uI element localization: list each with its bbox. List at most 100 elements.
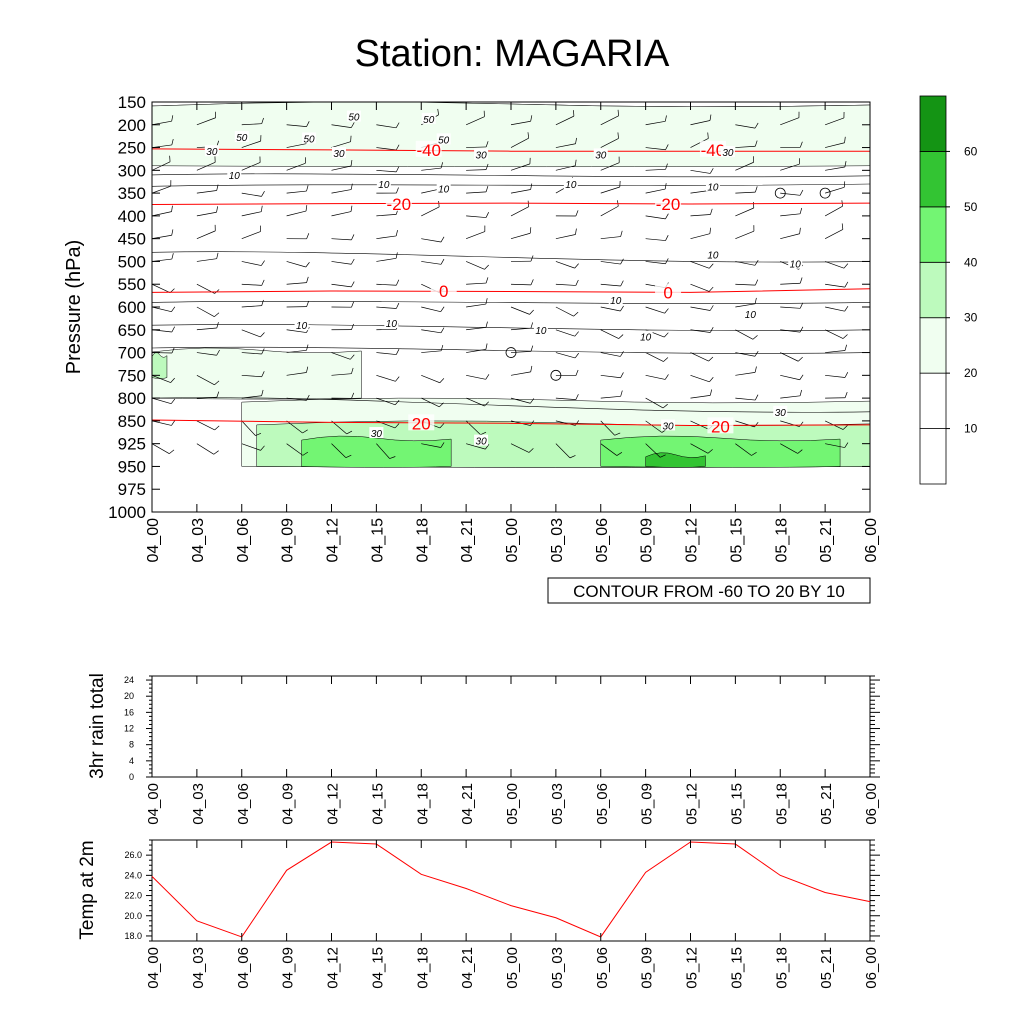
wind-barb-147 — [555, 397, 576, 400]
wind-barb-99 — [421, 329, 442, 334]
wind-barb-17 — [196, 161, 216, 171]
wind-barb-flag-166 — [665, 144, 669, 150]
figure-title: Station: MAGARIA — [355, 33, 670, 75]
wind-barb-flag-128 — [529, 309, 534, 315]
wind-barb-flag-121 — [527, 132, 530, 139]
wind-barb-182 — [690, 169, 711, 174]
rh-fill-band-4 — [152, 102, 870, 168]
wind-barb-76 — [376, 147, 397, 151]
wind-barb-2 — [152, 161, 171, 171]
wind-barb-102 — [421, 397, 440, 408]
wind-barb-flag-33 — [261, 191, 265, 197]
wind-barb-flag-100 — [440, 344, 444, 351]
wind-barb-165 — [645, 120, 666, 126]
wind-barb-flag-129 — [530, 322, 533, 329]
wind-barb-116 — [466, 374, 486, 380]
wind-barb-152 — [600, 162, 620, 171]
wind-barb-flag-120 — [530, 115, 533, 122]
wind-barb-flag-214 — [799, 207, 803, 214]
wind-barb-flag-158 — [620, 305, 624, 312]
colorbar-segment-5 — [919, 151, 947, 208]
wind-barb-flag-132 — [530, 398, 535, 404]
wind-barb-223 — [780, 420, 800, 427]
wind-barb-95 — [421, 238, 442, 243]
wind-barb-210 — [780, 117, 800, 126]
time-tick-label: 05_21 — [818, 947, 835, 989]
wind-barb-108 — [466, 191, 487, 194]
wind-barb-flag-29 — [213, 450, 219, 455]
colorbar-segment-3 — [919, 261, 947, 319]
wind-barb-214 — [780, 213, 801, 217]
colorbar-label: 40 — [964, 255, 978, 269]
wind-barb-253 — [869, 420, 870, 422]
wind-barb-flag-233 — [844, 306, 849, 312]
wind-barb-248 — [869, 307, 870, 308]
wind-barb-flag-226 — [844, 136, 846, 143]
wind-barb-flag-179 — [660, 454, 666, 458]
rh-contour-label: 10 — [229, 171, 241, 182]
wind-barb-63 — [331, 189, 352, 194]
wind-barb-59 — [286, 443, 304, 456]
wind-barb-158 — [600, 306, 621, 312]
time-tick-label: 04_15 — [369, 947, 386, 989]
wind-barb-148 — [555, 420, 576, 426]
wind-barb-flag-107 — [485, 163, 489, 170]
wind-barb-flag-195 — [754, 122, 759, 129]
wind-barb-18 — [196, 190, 217, 194]
wind-barb-flag-114 — [485, 321, 488, 328]
wind-barb-218 — [780, 306, 801, 309]
time-tick-label: 04_18 — [414, 947, 431, 989]
wind-barb-170 — [645, 238, 666, 241]
rh-label-bg-0 — [346, 110, 361, 122]
wind-barb-flag-213 — [799, 189, 804, 196]
pressure-tick-label: 650 — [118, 321, 146, 340]
time-tick-label: 05_06 — [594, 947, 611, 989]
wind-barb-flag-139 — [575, 210, 579, 217]
wind-barb-162 — [600, 395, 621, 399]
wind-barb-107 — [466, 169, 487, 171]
wind-barb-150 — [600, 115, 619, 126]
time-tick-label: 05_21 — [818, 783, 835, 825]
contour-info-text: CONTOUR FROM -60 TO 20 BY 10 — [573, 582, 845, 601]
wind-barb-flag-75 — [395, 122, 400, 128]
wind-barb-flag-72 — [351, 392, 355, 399]
wind-barb-flag-205 — [754, 350, 759, 357]
time-tick-label: 04_00 — [145, 947, 162, 989]
wind-barb-65 — [331, 238, 352, 241]
wind-barb-175 — [645, 352, 664, 362]
wind-barb-135 — [555, 115, 575, 126]
rh-label-bg-23 — [661, 419, 676, 431]
wind-barb-112 — [466, 282, 487, 285]
wind-barb-85 — [376, 352, 397, 355]
wind-barb-173 — [645, 306, 665, 314]
wind-barb-142 — [555, 283, 576, 286]
wind-barb-flag-252 — [888, 403, 892, 407]
wind-barb-flag-218 — [799, 302, 804, 309]
wind-barb-24 — [196, 327, 217, 331]
temp2m-axis-label: Temp at 2m — [77, 840, 98, 939]
wind-barb-flag-113 — [485, 298, 488, 305]
rh-label-bg-4 — [436, 133, 451, 145]
wind-barb-flag-41 — [261, 371, 265, 377]
wind-barb-flag-34 — [260, 205, 263, 212]
time-tick-label: 05_09 — [639, 783, 656, 825]
wind-barb-207 — [735, 397, 756, 401]
wind-barb-flag-95 — [440, 236, 445, 243]
rh-label-bg-18 — [743, 307, 758, 319]
wind-barb-67 — [331, 283, 352, 288]
wind-barb-231 — [825, 261, 845, 269]
wind-barb-flag-102 — [439, 402, 444, 408]
pressure-tick-label: 800 — [118, 389, 146, 408]
wind-barb-220 — [780, 352, 799, 362]
rain-tick-label: 4 — [129, 756, 134, 766]
wind-barb-flag-104 — [440, 442, 445, 448]
temperature-label-bg-2-1 — [655, 283, 682, 300]
wind-barb-34 — [241, 211, 262, 217]
rh-label-bg-24 — [773, 405, 788, 417]
temp2m-tick-label: 18.0 — [124, 931, 142, 941]
rh-contour-label: 30 — [333, 149, 345, 160]
wind-barb-flag-144 — [574, 331, 579, 337]
wind-barb-flag-219 — [799, 326, 804, 333]
rain-time-axis-ticks: 04_00 04_03 04_06 04_09 04_12 04_15 04_18 04_21… — [145, 676, 880, 825]
time-tick-label: 04_21 — [459, 518, 476, 563]
